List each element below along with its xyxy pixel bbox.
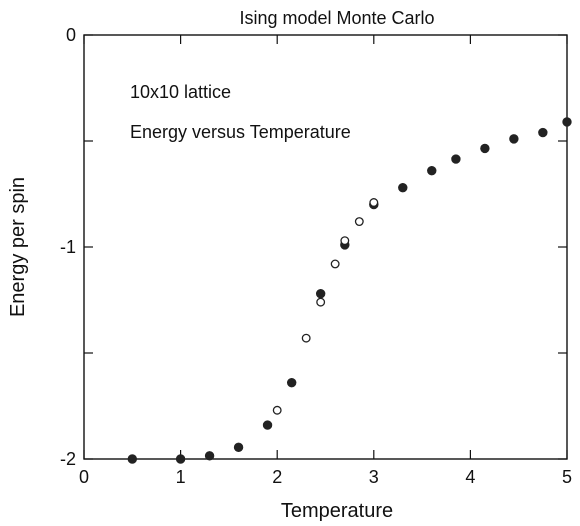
chart-title: Ising model Monte Carlo: [239, 8, 434, 28]
open-data-point: [272, 405, 282, 415]
filled-data-point: [538, 127, 548, 138]
filled-data-point: [127, 454, 138, 464]
filled-data-point: [262, 420, 273, 430]
data-points: [127, 117, 572, 464]
filled-data-point: [233, 442, 244, 453]
annotations: 10x10 lattice Energy versus Temperature: [130, 82, 351, 142]
filled-data-point: [562, 117, 572, 127]
filled-data-point: [480, 143, 490, 154]
y-tick-label: -2: [60, 449, 76, 469]
y-tick-label: 0: [66, 25, 76, 45]
x-tick-label: 1: [176, 467, 186, 487]
filled-data-point: [286, 377, 297, 388]
x-axis-ticks: 0 1 2 3 4 5: [79, 35, 572, 487]
open-data-point: [301, 333, 311, 343]
filled-data-point: [451, 154, 461, 164]
x-tick-label: 4: [465, 467, 475, 487]
y-tick-label: -1: [60, 237, 76, 257]
annotation-energy-vs-temperature: Energy versus Temperature: [130, 122, 351, 142]
filled-data-point: [204, 451, 215, 461]
open-data-point: [340, 236, 350, 246]
x-tick-label: 3: [369, 467, 379, 487]
x-tick-label: 5: [562, 467, 572, 487]
y-axis-ticks: -2 -1 0: [60, 25, 567, 469]
open-data-point: [354, 217, 364, 227]
filled-data-point: [175, 454, 186, 464]
filled-data-point: [315, 288, 326, 299]
x-axis-label: Temperature: [281, 500, 393, 522]
y-axis-label: Energy per spin: [7, 177, 29, 317]
x-tick-label: 2: [272, 467, 282, 487]
x-tick-label: 0: [79, 467, 89, 487]
annotation-lattice: 10x10 lattice: [130, 82, 231, 102]
open-data-point: [330, 259, 340, 269]
open-data-point: [316, 297, 326, 307]
filled-data-point: [398, 182, 408, 193]
filled-data-point: [427, 165, 437, 176]
open-data-point: [369, 198, 379, 207]
filled-data-point: [509, 134, 519, 144]
